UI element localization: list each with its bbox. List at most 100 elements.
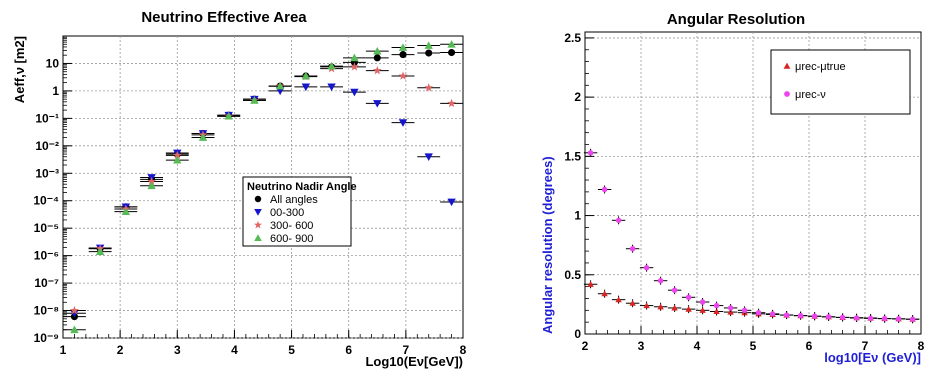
legend-entry-mu-rec-mu-true: μrec-μtrue (795, 61, 846, 73)
angular-resolution-ticks (584, 37, 922, 335)
x-tick-label: 7 (403, 343, 410, 357)
y-tick-label: 10⁻¹ (35, 111, 59, 125)
data-point (448, 48, 456, 57)
data-point (398, 119, 408, 127)
data-point (373, 46, 382, 55)
effective-area-grid (63, 36, 463, 339)
data-point (671, 304, 678, 311)
legend-marker (784, 91, 790, 97)
data-point (275, 87, 285, 96)
legend-entry-30-60: 300- 600 (270, 220, 313, 232)
x-tick-label: 3 (638, 339, 645, 353)
data-point (70, 309, 79, 318)
legend-entry-mu-rec-nu: μrec-ν (795, 89, 826, 101)
data-point (867, 315, 874, 322)
data-point (825, 314, 832, 320)
legend-entry-60-90: 600- 900 (270, 233, 313, 245)
data-point (147, 181, 156, 190)
effective-area-legend-box (242, 176, 352, 247)
angular-resolution-legend: μrec-μtrue μrec-ν (770, 49, 911, 115)
data-point (95, 247, 105, 255)
effective-area-y-axis-label: Aeff,ν [m2] (12, 36, 27, 103)
data-point (685, 294, 692, 301)
data-point (601, 186, 608, 193)
legend-entry-all-angles: All angles (270, 194, 318, 206)
y-tick-label: 2 (574, 90, 581, 104)
x-tick-label: 4 (231, 343, 238, 357)
x-tick-label: 5 (750, 339, 757, 353)
data-point (121, 207, 131, 216)
x-tick-label: 6 (345, 343, 352, 357)
data-point (699, 307, 706, 313)
effective-area-tick-labels: 1 2 3 4 5 6 7 8 10⁻⁹ 10⁻⁸ 10⁻⁷ 10⁻⁶ 10⁻⁵ 10⁻⁴ 10⁻³ 10⁻²… (33, 56, 466, 357)
data-point (447, 98, 456, 108)
data-point (699, 299, 706, 305)
data-point (587, 150, 594, 156)
y-tick-label: 10⁻³ (35, 166, 59, 180)
data-point (713, 302, 720, 309)
effective-area-data-marks (63, 40, 463, 334)
y-tick-label: 0.5 (564, 268, 581, 282)
x-tick-label: 3 (174, 343, 181, 357)
data-point (587, 281, 594, 287)
legend-entry-0-30: 00-300 (270, 207, 304, 219)
data-point (424, 153, 433, 161)
data-point (424, 83, 434, 92)
angular-resolution-title: Angular Resolution (667, 11, 805, 28)
effective-area-title: Neutrino Effective Area (141, 9, 307, 26)
data-point (629, 246, 636, 252)
data-point (301, 83, 311, 92)
data-point (615, 296, 622, 303)
y-tick-label: 10⁻⁸ (34, 304, 59, 318)
effective-area-legend: Neutrino Nadir Angle All angles 00-300 3… (242, 176, 357, 247)
data-point (224, 111, 233, 120)
effective-area-ticks (62, 36, 464, 339)
data-point (398, 71, 408, 80)
data-point (713, 308, 720, 315)
angular-resolution-legend-box (770, 49, 911, 115)
data-point (755, 309, 762, 316)
effective-area-panel: Neutrino Effective Area 1 2 3 4 5 6 7 8 10⁻⁹ 10⁻⁸… (12, 9, 467, 369)
data-point (643, 302, 650, 309)
y-tick-label: 10⁻⁴ (33, 194, 59, 208)
data-point (172, 150, 182, 160)
data-point (881, 315, 888, 322)
legend-marker (254, 234, 262, 242)
data-point (350, 88, 359, 97)
angular-resolution-panel: Angular Resolution 2 3 4 5 6 7 8 0 0.5 1 1.5 2 2.5 l… (540, 11, 925, 365)
angular-resolution-grid (585, 32, 921, 334)
y-tick-label: 10⁻⁹ (34, 331, 59, 345)
data-point (447, 198, 456, 207)
data-point (70, 325, 79, 334)
data-point (601, 290, 608, 297)
y-tick-label: 2.5 (564, 31, 581, 45)
data-point (909, 316, 916, 322)
legend-marker (254, 220, 262, 229)
data-point (671, 287, 678, 293)
y-tick-label: 1 (574, 209, 581, 223)
effective-area-x-axis-label: Log10(Eν[GeV]) (365, 354, 463, 369)
y-tick-label: 10⁻⁶ (34, 249, 59, 263)
data-point (250, 96, 259, 104)
series-1 (583, 148, 920, 324)
y-tick-label: 10 (46, 56, 60, 70)
data-point (685, 305, 692, 312)
data-point (350, 53, 359, 62)
y-tick-label: 0 (574, 327, 581, 341)
data-point (839, 314, 846, 321)
data-point (198, 133, 208, 141)
legend-title: Neutrino Nadir Angle (247, 181, 357, 193)
data-point (327, 83, 336, 92)
angular-resolution-x-axis-label: log10[Eν (GeV)] (824, 350, 921, 365)
x-tick-label: 5 (288, 343, 295, 357)
data-point (398, 43, 408, 51)
data-point (373, 54, 381, 62)
data-point (741, 307, 748, 314)
data-point (769, 311, 776, 317)
data-point (373, 100, 382, 108)
data-point (727, 305, 734, 311)
y-tick-label: 10⁻⁵ (34, 221, 59, 235)
data-point (447, 40, 456, 48)
data-point (70, 305, 79, 315)
data-point (797, 312, 804, 319)
